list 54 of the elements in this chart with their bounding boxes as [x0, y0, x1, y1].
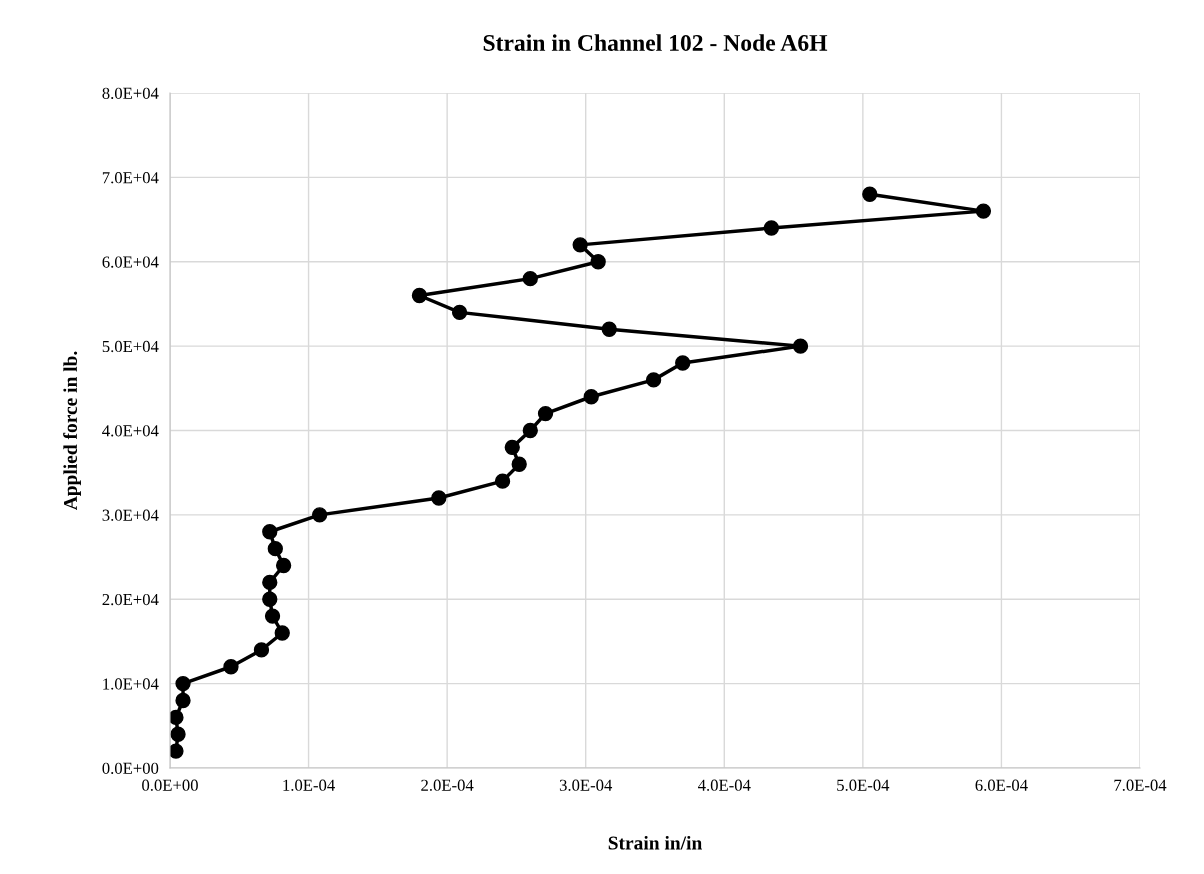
point — [572, 237, 588, 253]
x-tick-label: 3.0E-04 — [559, 779, 613, 791]
point — [494, 473, 511, 489]
y-tick-label: 1.0E+04 — [103, 678, 159, 690]
x-tick-label: 0.0E+00 — [142, 779, 198, 791]
point — [511, 456, 527, 472]
point — [170, 709, 184, 726]
y-tick-label: 6.0E+04 — [102, 256, 159, 268]
point — [522, 270, 538, 287]
point — [522, 422, 538, 439]
point — [262, 591, 278, 607]
point — [275, 557, 292, 574]
point — [411, 287, 428, 304]
point — [264, 608, 281, 624]
point — [451, 304, 468, 321]
point — [862, 186, 878, 202]
y-tick-label: 4.0E+04 — [102, 425, 159, 437]
point — [262, 574, 278, 591]
point — [175, 675, 191, 692]
point — [312, 507, 328, 523]
point — [223, 659, 239, 675]
point — [583, 389, 599, 405]
x-axis-title: Strain in/in — [608, 835, 702, 850]
y-tick-label: 7.0E+04 — [102, 172, 159, 184]
point — [645, 372, 662, 388]
point — [975, 203, 992, 219]
point — [253, 642, 270, 658]
point — [170, 743, 184, 759]
point — [262, 524, 278, 540]
x-tick-label: 6.0E-04 — [975, 779, 1028, 791]
y-tick-label: 5.0E+04 — [102, 340, 159, 353]
point — [170, 726, 186, 742]
point — [267, 540, 283, 557]
x-tick-label: 2.0E-04 — [421, 779, 474, 791]
point — [537, 405, 554, 422]
x-tick-label: 4.0E-04 — [698, 779, 751, 791]
y-tick-label: 0.0E+00 — [102, 762, 159, 775]
y-tick-label: 2.0E+04 — [102, 593, 159, 606]
point — [601, 321, 617, 337]
point — [175, 692, 191, 709]
point — [763, 220, 780, 236]
chart-title: Strain in Channel 102 - Node A6H — [483, 34, 828, 51]
x-tick-label: 1.0E-04 — [283, 779, 335, 791]
x-tick-label: 7.0E-04 — [1114, 779, 1167, 791]
x-tick-label: 5.0E-04 — [837, 779, 890, 791]
point — [504, 439, 520, 456]
point — [590, 254, 606, 270]
point — [431, 490, 447, 506]
point — [274, 625, 290, 641]
y-axis-title: Applied force in lb. — [63, 351, 81, 511]
y-tick-label: 3.0E+04 — [102, 509, 159, 521]
y-tick-label: 8.0E+04 — [102, 87, 159, 100]
point — [675, 355, 691, 371]
point — [792, 338, 809, 354]
